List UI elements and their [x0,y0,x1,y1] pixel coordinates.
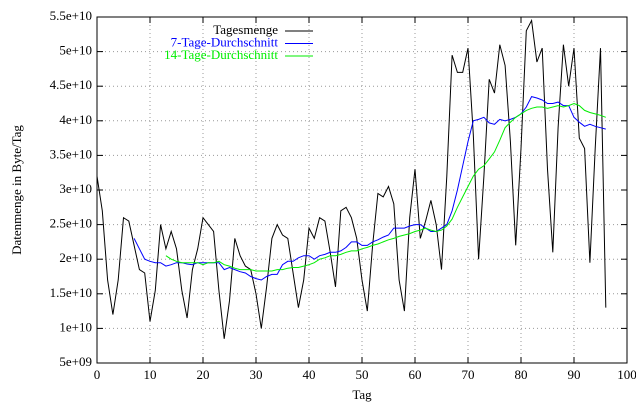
x-tick-label: 20 [197,367,210,382]
y-tick-label: 3.5e+10 [50,146,92,161]
x-tick-label: 30 [250,367,263,382]
y-tick-label: 5.5e+10 [50,8,92,23]
x-tick-label: 70 [462,367,475,382]
y-tick-label: 5e+10 [59,43,92,58]
legend-label: 14-Tage-Durchschnitt [164,47,278,62]
y-tick-label: 5e+09 [59,354,92,369]
y-tick-label: 2e+10 [59,250,92,265]
y-tick-label: 4.5e+10 [50,77,92,92]
x-tick-label: 60 [409,367,422,382]
y-tick-label: 2.5e+10 [50,216,92,231]
x-tick-label: 80 [515,367,528,382]
x-tick-label: 0 [94,367,101,382]
x-tick-label: 100 [617,367,636,382]
series-line [96,18,607,339]
y-tick-label: 3e+10 [59,181,92,196]
x-tick-label: 40 [303,367,316,382]
x-tick-label: 90 [568,367,581,382]
series-line [165,102,606,272]
x-tick-label: 50 [356,367,369,382]
plot-frame [96,16,628,364]
legend-label: 7-Tage-Durchschnitt [171,34,279,49]
y-tick-label: 1e+10 [59,319,92,334]
y-tick-label: 1.5e+10 [50,285,92,300]
y-axis-label: Datenmenge in Byte/Tag [9,125,24,255]
x-tick-label: 10 [144,367,157,382]
series-line [133,96,606,281]
y-tick-label: 4e+10 [59,112,92,127]
legend-label: Tagesmenge [213,22,278,37]
x-axis-label: Tag [352,387,372,402]
